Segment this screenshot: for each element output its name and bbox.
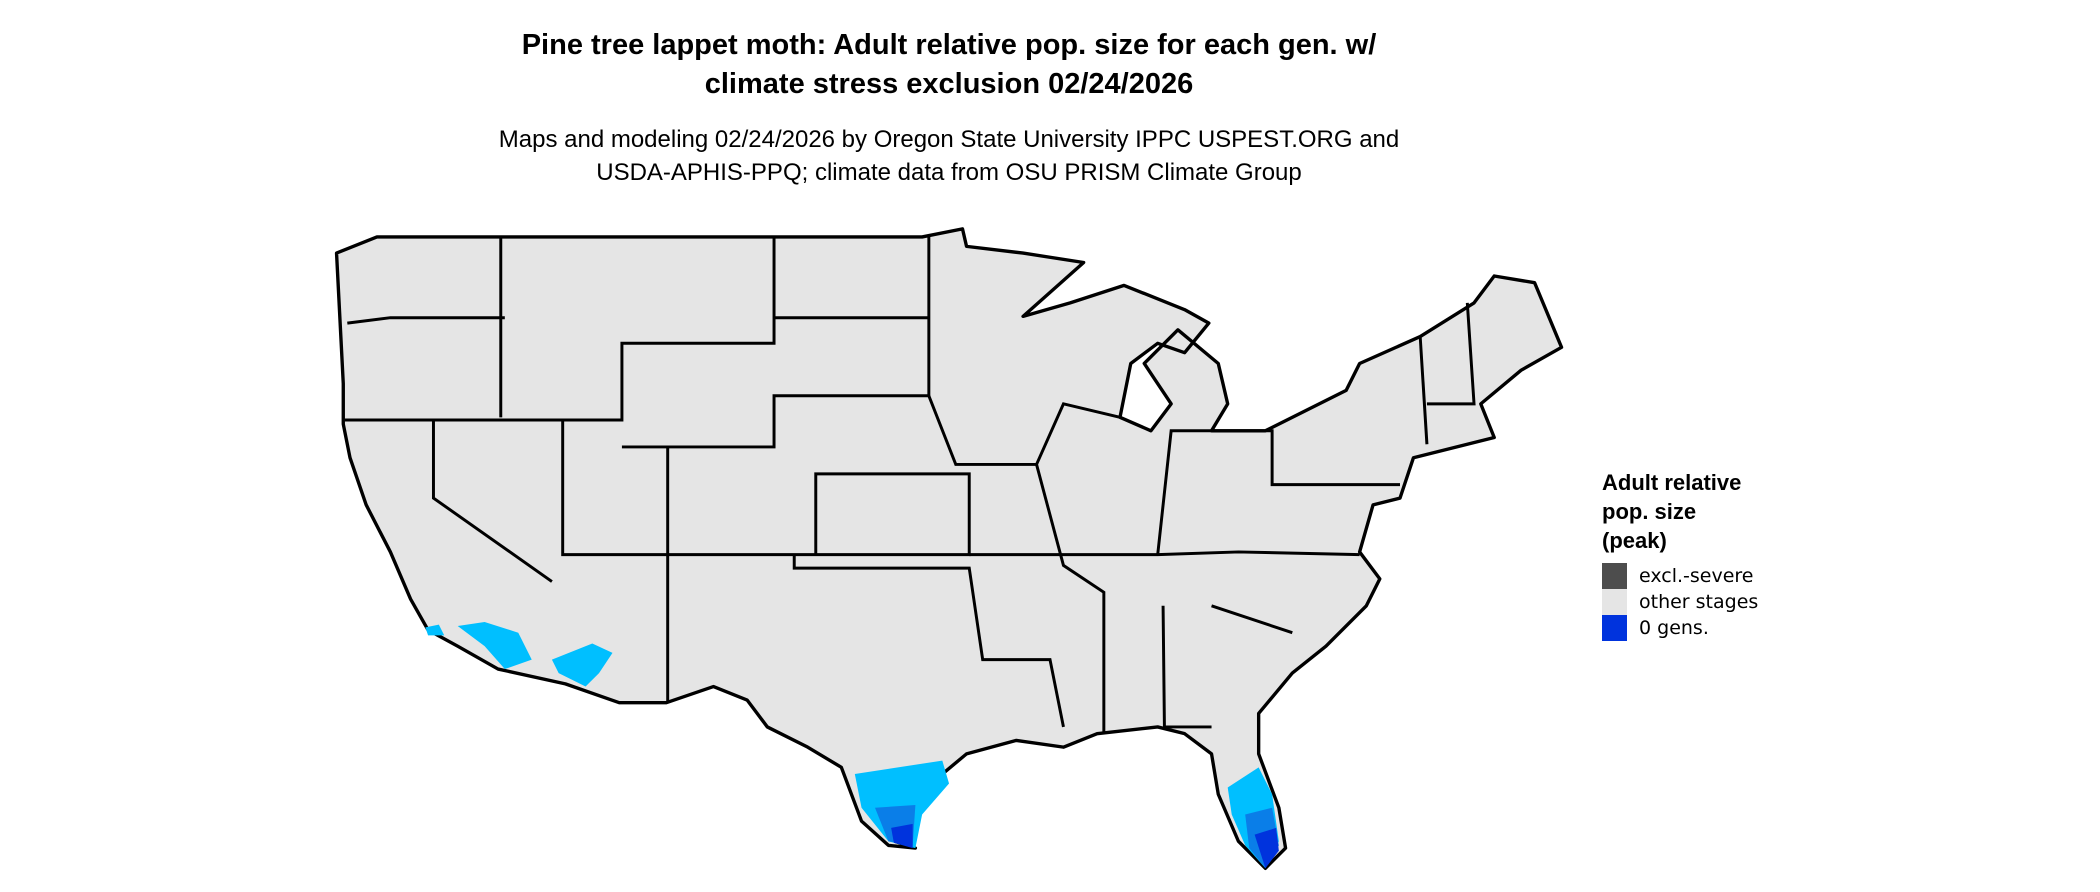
zone-southwest-1 (457, 621, 532, 670)
legend: Adult relative pop. size (peak) excl.-se… (1602, 468, 1822, 641)
zone-texas-light (854, 760, 950, 849)
legend-swatch (1602, 563, 1627, 589)
legend-item-0-gens: 0 gens. (1602, 615, 1822, 641)
legend-swatch (1602, 589, 1627, 615)
legend-title-line2: pop. size (1602, 499, 1697, 524)
map-title: Pine tree lappet moth: Adult relative po… (0, 26, 1898, 104)
map-subtitle-line1: Maps and modeling 02/24/2026 by Oregon S… (498, 126, 1400, 153)
legend-label: excl.-severe (1639, 565, 1754, 587)
map-title-line1: Pine tree lappet moth: Adult relative po… (521, 29, 1377, 61)
legend-item-other-stages: other stages (1602, 589, 1822, 615)
map-subtitle-line2: USDA-APHIS-PPQ; climate data from OSU PR… (596, 159, 1302, 186)
legend-title: Adult relative pop. size (peak) (1602, 468, 1822, 555)
legend-swatch (1602, 615, 1627, 641)
legend-label: 0 gens. (1639, 617, 1709, 639)
zone-texas-dark (891, 823, 913, 849)
legend-item-excl-severe: excl.-severe (1602, 563, 1822, 589)
zone-0-gens (425, 621, 1279, 869)
zone-southwest-3 (425, 624, 445, 636)
zone-florida-dark (1254, 827, 1279, 869)
legend-title-line1: Adult relative (1602, 470, 1742, 495)
state-borders (344, 236, 1476, 734)
zone-southwest-2 (551, 643, 613, 687)
map-title-line2: climate stress exclusion 02/24/2026 (704, 68, 1194, 100)
legend-items: excl.-severe other stages 0 gens. (1602, 563, 1822, 641)
map-subtitle: Maps and modeling 02/24/2026 by Oregon S… (0, 123, 1898, 189)
legend-title-line3: (peak) (1602, 528, 1667, 553)
legend-label: other stages (1639, 591, 1759, 613)
us-land (334, 227, 1564, 870)
